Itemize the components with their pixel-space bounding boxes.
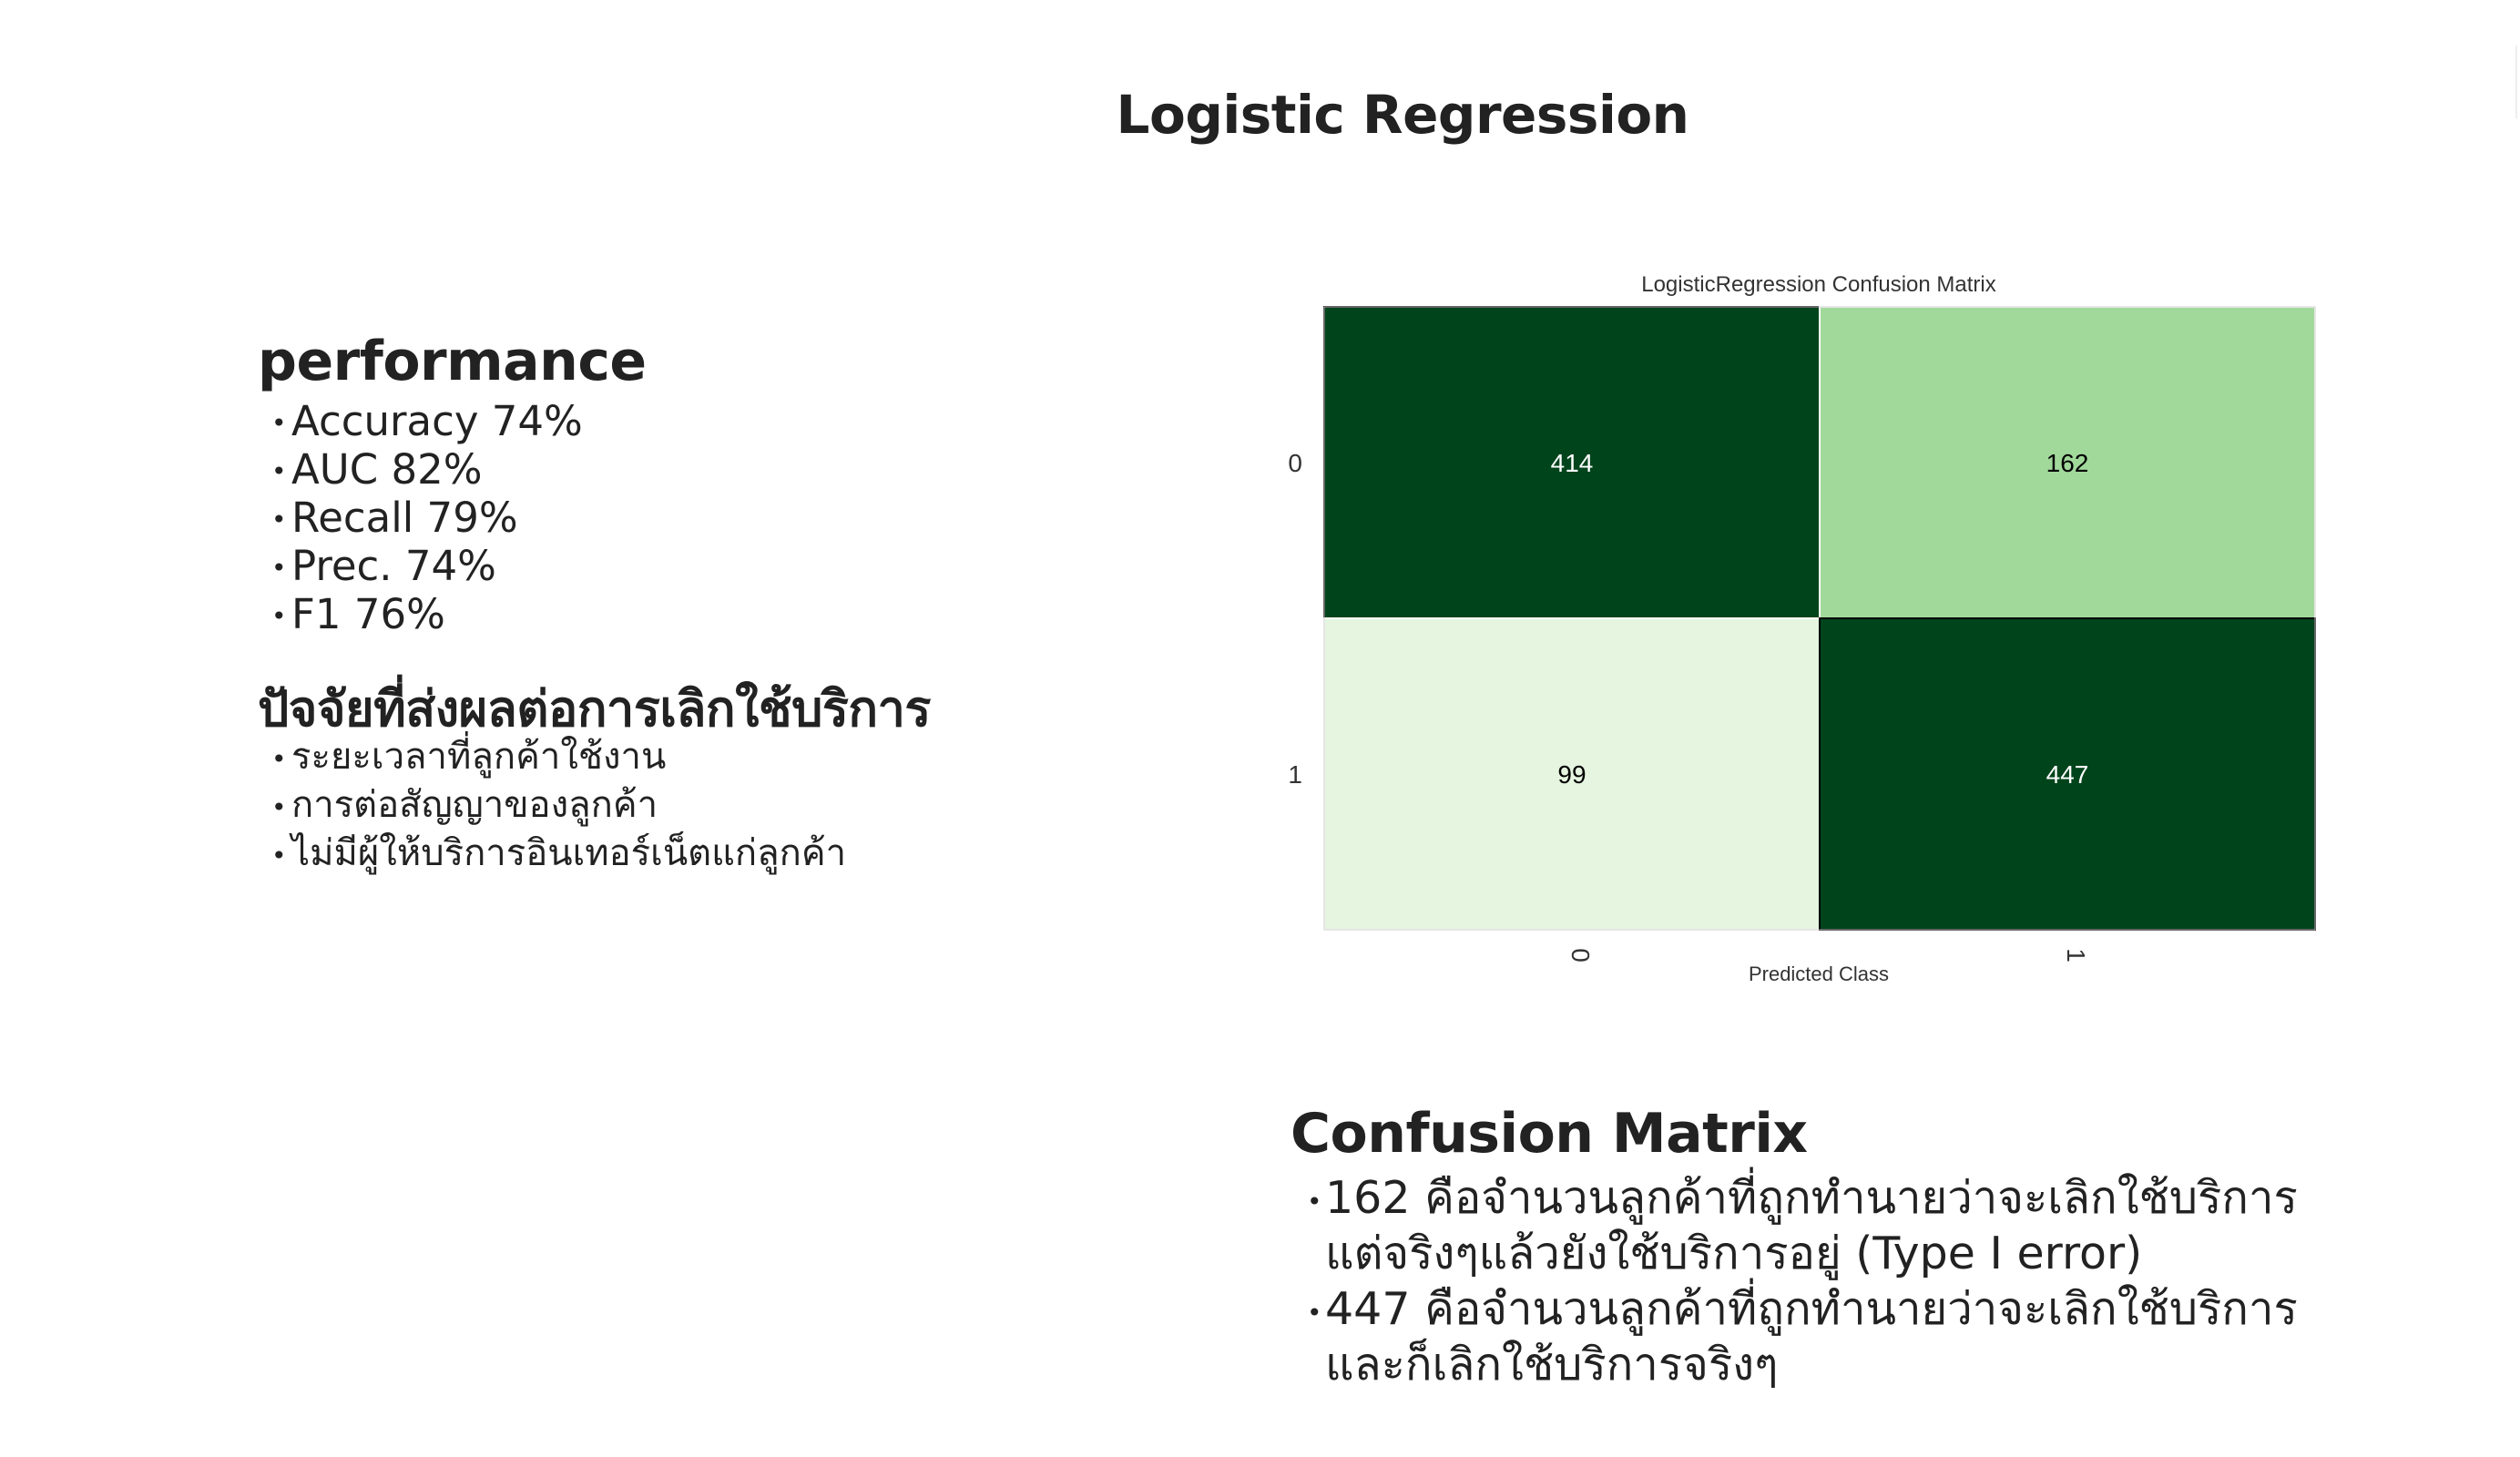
heatmap-cell [1819, 617, 2316, 931]
cell-value-label: 99 [1557, 760, 1586, 789]
performance-item-text: Recall 79% [291, 494, 518, 542]
confusion-list: • 162 คือจำนวนลูกค้าที่ถูกทำนายว่าจะเลิกใ… [1307, 1170, 2327, 1392]
factor-item-text: การต่อสัญญาของลูกค้า [291, 784, 658, 826]
confusion-heading: Confusion Matrix [1291, 1102, 1808, 1166]
factors-list: • ระยะเวลาที่ลูกค้าใช้งาน • การต่อสัญญาของ… [271, 733, 847, 878]
performance-item-text: AUC 82% [291, 445, 483, 494]
heatmap-cell [1323, 617, 1821, 931]
performance-item: • Prec. 74% [271, 542, 496, 590]
heatmap-cell [1323, 306, 1821, 619]
performance-item: • F1 76% [271, 590, 445, 638]
x-tick-label: 0 [1566, 948, 1595, 963]
performance-item-text: F1 76% [291, 590, 445, 638]
performance-heading: performance [258, 330, 647, 393]
cell-value-label: 447 [2046, 760, 2089, 789]
factor-item: • การต่อสัญญาของลูกค้า [271, 784, 658, 826]
factors-heading: ปัจจัยที่ส่งผลต่อการเลิกใช้บริการ [258, 680, 931, 738]
factor-item: • ไม่มีผู้ให้บริการอินเทอร์เน็ตแก่ลูกค้า [271, 832, 847, 874]
x-tick-label: 1 [2062, 948, 2090, 963]
confusion-matrix-chart: LogisticRegression Confusion Matrix 414 1… [1288, 272, 2316, 985]
chart-title: LogisticRegression Confusion Matrix [1641, 272, 1996, 297]
performance-item: • Recall 79% [271, 494, 518, 542]
y-tick-label: 0 [1288, 449, 1302, 477]
performance-item-text: Prec. 74% [291, 542, 496, 590]
confusion-item-text: 447 คือจำนวนลูกค้าที่ถูกทำนายว่าจะเลิกใช… [1325, 1283, 2298, 1391]
confusion-item-text: 162 คือจำนวนลูกค้าที่ถูกทำนายว่าจะเลิกใช… [1325, 1172, 2298, 1279]
edge-divider [2515, 46, 2517, 118]
factor-item-text: ระยะเวลาที่ลูกค้าใช้งาน [291, 736, 667, 778]
performance-item-text: Accuracy 74% [291, 397, 583, 445]
confusion-item: • 162 คือจำนวนลูกค้าที่ถูกทำนายว่าจะเลิกใ… [1307, 1172, 2298, 1279]
y-tick-label: 1 [1288, 760, 1302, 789]
heatmap-cells [1323, 306, 2316, 931]
confusion-item: • 447 คือจำนวนลูกค้าที่ถูกทำนายว่าจะเลิกใ… [1307, 1283, 2298, 1391]
performance-list: • Accuracy 74% • AUC 82% • Recall 79% • Prec… [271, 397, 583, 638]
heatmap-border [1323, 306, 2316, 931]
performance-item: • AUC 82% [271, 445, 483, 494]
performance-item: • Accuracy 74% [271, 397, 583, 445]
slide-title: Logistic Regression [1116, 84, 1689, 146]
x-axis-label: Predicted Class [1749, 963, 1889, 985]
factor-item-text: ไม่มีผู้ให้บริการอินเทอร์เน็ตแก่ลูกค้า [291, 832, 847, 874]
factor-item: • ระยะเวลาที่ลูกค้าใช้งาน [271, 736, 667, 778]
cell-value-label: 414 [1551, 449, 1594, 477]
heatmap-labels: 414 162 99 447 0 1 0 1 [1288, 449, 2090, 963]
cell-value-label: 162 [2046, 449, 2089, 477]
